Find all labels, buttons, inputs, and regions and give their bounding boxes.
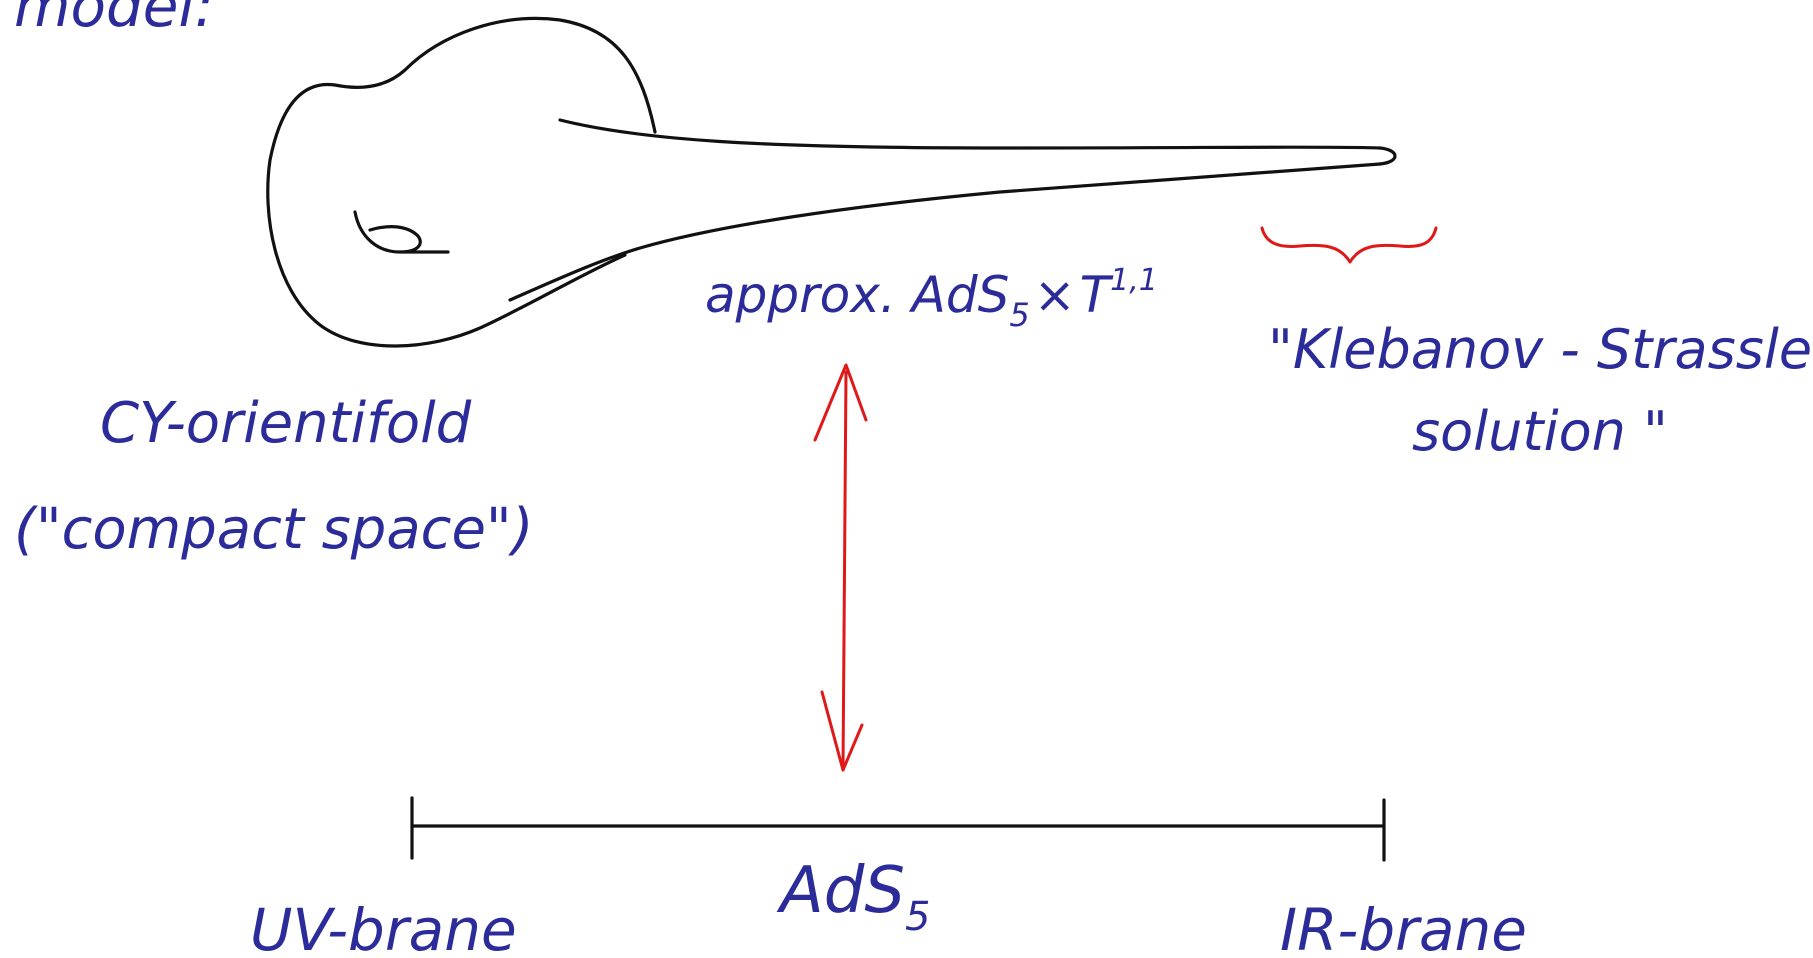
model-label: model: (14, 0, 214, 40)
hole-curve (353, 210, 422, 254)
ads5-label: AdS5 (776, 854, 930, 940)
cy-blob-outline (266, 16, 657, 348)
approx-subscript: 5 (1009, 296, 1029, 334)
throat-lower-edge (508, 162, 1382, 302)
cy-label-line2: ("compact space") (14, 497, 534, 562)
approx-text: approx. AdS (705, 266, 1009, 324)
arrow-shaft (841, 370, 848, 772)
klebanov-line2: solution " (1412, 400, 1668, 463)
approx-cross: × (1034, 266, 1076, 324)
cy-throat-drawing (266, 16, 1397, 348)
approx-t: T (1080, 266, 1114, 324)
throat-upper-edge (558, 118, 1397, 166)
brace-icon (1260, 226, 1438, 264)
klebanov-line1: "Klebanov - Strassler (1268, 318, 1813, 381)
ads5-text: AdS (776, 854, 905, 928)
duality-arrow (813, 363, 868, 772)
ir-brane-label: IR-brane (1280, 896, 1527, 958)
cy-label-line1: CY-orientifold (100, 391, 472, 456)
ads5-interval (410, 796, 1386, 862)
uv-brane-label: UV-brane (250, 896, 517, 958)
approx-label: approx. AdS5×T1,1 (705, 263, 1158, 334)
approx-superscript: 1,1 (1110, 263, 1158, 298)
arrow-down-head (820, 690, 864, 772)
ads5-subscript: 5 (905, 894, 930, 940)
arrow-up-head (813, 363, 868, 442)
